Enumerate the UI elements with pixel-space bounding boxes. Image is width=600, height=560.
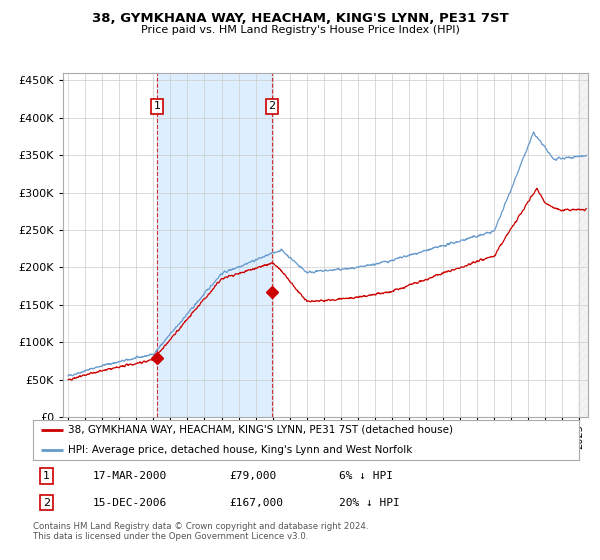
Text: 17-MAR-2000: 17-MAR-2000 bbox=[93, 471, 167, 480]
Text: 2: 2 bbox=[43, 498, 50, 507]
Text: 2: 2 bbox=[268, 101, 275, 111]
Text: 38, GYMKHANA WAY, HEACHAM, KING'S LYNN, PE31 7ST: 38, GYMKHANA WAY, HEACHAM, KING'S LYNN, … bbox=[92, 12, 508, 25]
Bar bbox=[578, 73, 588, 417]
Text: HPI: Average price, detached house, King's Lynn and West Norfolk: HPI: Average price, detached house, King… bbox=[68, 445, 413, 455]
Text: Contains HM Land Registry data © Crown copyright and database right 2024.
This d: Contains HM Land Registry data © Crown c… bbox=[33, 522, 368, 542]
Text: 1: 1 bbox=[154, 101, 160, 111]
Bar bbox=[157, 73, 272, 417]
Text: £167,000: £167,000 bbox=[230, 498, 284, 507]
Text: £79,000: £79,000 bbox=[230, 471, 277, 480]
Text: 6% ↓ HPI: 6% ↓ HPI bbox=[339, 471, 393, 480]
Text: Price paid vs. HM Land Registry's House Price Index (HPI): Price paid vs. HM Land Registry's House … bbox=[140, 25, 460, 35]
Text: 38, GYMKHANA WAY, HEACHAM, KING'S LYNN, PE31 7ST (detached house): 38, GYMKHANA WAY, HEACHAM, KING'S LYNN, … bbox=[68, 424, 454, 435]
Text: 1: 1 bbox=[43, 471, 50, 480]
Text: 15-DEC-2006: 15-DEC-2006 bbox=[93, 498, 167, 507]
Text: 20% ↓ HPI: 20% ↓ HPI bbox=[339, 498, 400, 507]
